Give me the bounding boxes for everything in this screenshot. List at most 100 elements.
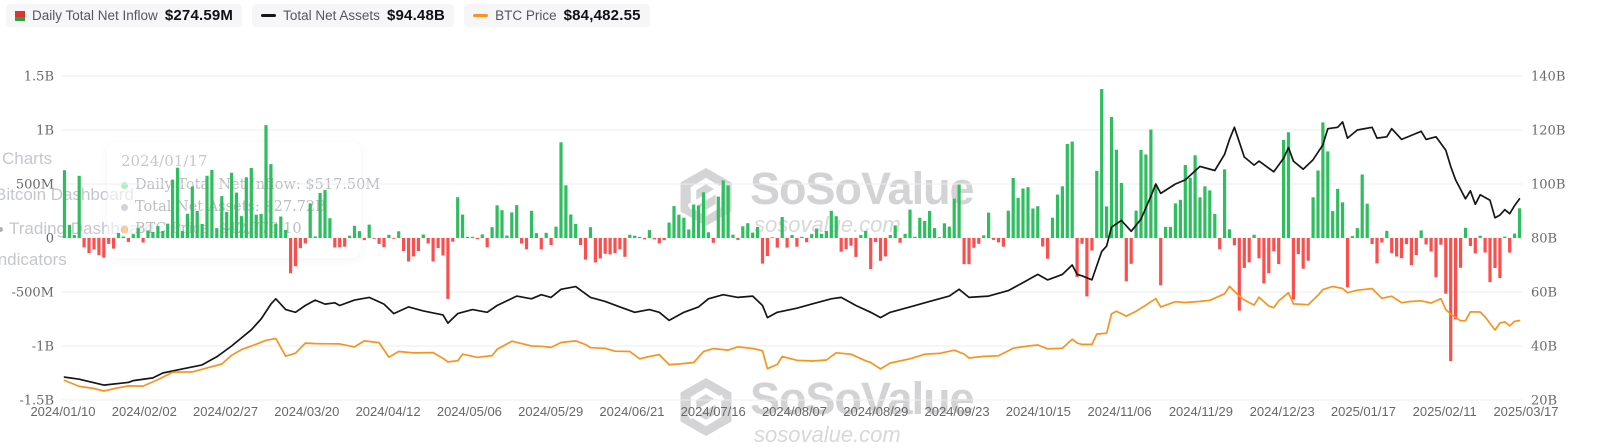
- inflow-bar[interactable]: [790, 235, 794, 238]
- inflow-bar[interactable]: [1316, 170, 1320, 239]
- inflow-bar[interactable]: [1085, 238, 1089, 297]
- inflow-bar[interactable]: [672, 206, 676, 238]
- inflow-bar[interactable]: [392, 238, 396, 239]
- inflow-bar[interactable]: [1395, 238, 1399, 257]
- inflow-bar[interactable]: [805, 238, 809, 243]
- inflow-bar[interactable]: [982, 235, 986, 238]
- inflow-bar[interactable]: [923, 220, 927, 238]
- inflow-bar[interactable]: [1109, 117, 1114, 238]
- inflow-bar[interactable]: [952, 198, 956, 238]
- inflow-bar[interactable]: [520, 238, 524, 244]
- inflow-bar[interactable]: [544, 232, 548, 238]
- inflow-bar[interactable]: [1095, 170, 1099, 238]
- inflow-bar[interactable]: [1424, 238, 1428, 245]
- inflow-bar[interactable]: [765, 238, 769, 257]
- inflow-bar[interactable]: [102, 238, 106, 258]
- inflow-bar[interactable]: [726, 185, 730, 239]
- inflow-bar[interactable]: [996, 238, 1001, 243]
- inflow-bar[interactable]: [333, 238, 337, 248]
- inflow-bar[interactable]: [234, 192, 239, 238]
- inflow-bar[interactable]: [800, 236, 804, 238]
- inflow-bar[interactable]: [185, 213, 189, 238]
- inflow-bar[interactable]: [1139, 149, 1143, 238]
- series-line[interactable]: [63, 285, 1521, 392]
- inflow-bar[interactable]: [603, 238, 607, 254]
- inflow-bar[interactable]: [200, 224, 204, 238]
- inflow-bar[interactable]: [1208, 190, 1212, 238]
- inflow-bar[interactable]: [1459, 238, 1463, 268]
- inflow-bar[interactable]: [190, 186, 194, 239]
- inflow-bar[interactable]: [1341, 202, 1345, 238]
- inflow-bar[interactable]: [824, 231, 828, 238]
- inflow-bar[interactable]: [554, 226, 558, 238]
- inflow-bar[interactable]: [411, 238, 416, 257]
- inflow-bar[interactable]: [1444, 238, 1448, 294]
- inflow-bar[interactable]: [1011, 178, 1015, 238]
- inflow-bar[interactable]: [1409, 238, 1413, 266]
- inflow-bar[interactable]: [1119, 182, 1123, 238]
- inflow-bar[interactable]: [633, 235, 637, 238]
- inflow-bar[interactable]: [72, 235, 76, 238]
- inflow-bar[interactable]: [701, 192, 706, 238]
- inflow-bar[interactable]: [864, 231, 868, 238]
- inflow-bar[interactable]: [230, 172, 234, 238]
- inflow-bar[interactable]: [888, 235, 892, 238]
- inflow-bar[interactable]: [131, 234, 135, 238]
- inflow-bar[interactable]: [662, 238, 666, 241]
- inflow-bar[interactable]: [1414, 238, 1418, 255]
- inflow-bar[interactable]: [1016, 197, 1020, 238]
- inflow-bar[interactable]: [500, 210, 504, 238]
- inflow-bar[interactable]: [62, 170, 67, 238]
- inflow-bar[interactable]: [1419, 230, 1423, 238]
- inflow-bar[interactable]: [205, 175, 209, 238]
- inflow-bar[interactable]: [1508, 238, 1512, 253]
- inflow-bar[interactable]: [446, 238, 450, 299]
- sidebar-item-charts[interactable]: Charts: [2, 149, 53, 168]
- inflow-bar[interactable]: [352, 225, 357, 238]
- inflow-bar[interactable]: [1031, 208, 1035, 239]
- inflow-bar[interactable]: [1360, 174, 1364, 239]
- inflow-bar[interactable]: [706, 232, 710, 238]
- inflow-bar[interactable]: [1006, 210, 1010, 238]
- inflow-bar[interactable]: [1483, 238, 1487, 253]
- series-line[interactable]: [63, 121, 1521, 386]
- inflow-bar[interactable]: [1286, 132, 1291, 238]
- inflow-bar[interactable]: [377, 238, 381, 244]
- inflow-bar[interactable]: [618, 238, 622, 250]
- inflow-bar[interactable]: [244, 177, 248, 238]
- inflow-bar[interactable]: [180, 230, 184, 238]
- inflow-bar[interactable]: [647, 230, 651, 238]
- inflow-bar[interactable]: [264, 125, 268, 238]
- inflow-bar[interactable]: [1370, 238, 1374, 244]
- inflow-bar[interactable]: [1291, 238, 1295, 300]
- inflow-bar[interactable]: [1262, 238, 1266, 284]
- inflow-bar[interactable]: [751, 232, 755, 238]
- inflow-bar[interactable]: [1473, 238, 1477, 254]
- inflow-bar[interactable]: [746, 223, 750, 238]
- inflow-bar[interactable]: [608, 238, 612, 255]
- inflow-bar[interactable]: [1306, 238, 1310, 261]
- inflow-bar[interactable]: [898, 238, 902, 243]
- chart-plot-area[interactable]: 1.5B 140B 1B 120B 500M 100B 0 80B -500M 60B -1B 40B…: [0, 0, 1600, 433]
- inflow-bar[interactable]: [810, 234, 814, 238]
- inflow-bar[interactable]: [1183, 165, 1187, 238]
- inflow-bar[interactable]: [1149, 129, 1153, 239]
- inflow-bar[interactable]: [490, 227, 494, 238]
- inflow-bar[interactable]: [844, 238, 848, 250]
- inflow-bar[interactable]: [1301, 238, 1305, 269]
- inflow-bar[interactable]: [1468, 238, 1472, 246]
- inflow-bar[interactable]: [1350, 236, 1354, 238]
- inflow-bar[interactable]: [638, 236, 642, 238]
- inflow-bar[interactable]: [1070, 141, 1074, 238]
- inflow-bar[interactable]: [82, 238, 86, 248]
- inflow-bar[interactable]: [667, 222, 671, 238]
- inflow-bar[interactable]: [1232, 238, 1236, 246]
- inflow-bar[interactable]: [1203, 186, 1207, 238]
- inflow-bar[interactable]: [1227, 229, 1232, 238]
- inflow-bar[interactable]: [495, 205, 499, 238]
- inflow-bar[interactable]: [574, 223, 578, 238]
- inflow-bar[interactable]: [1277, 238, 1281, 265]
- inflow-bar[interactable]: [1385, 230, 1389, 238]
- inflow-bar[interactable]: [426, 238, 430, 244]
- inflow-bar[interactable]: [947, 226, 951, 238]
